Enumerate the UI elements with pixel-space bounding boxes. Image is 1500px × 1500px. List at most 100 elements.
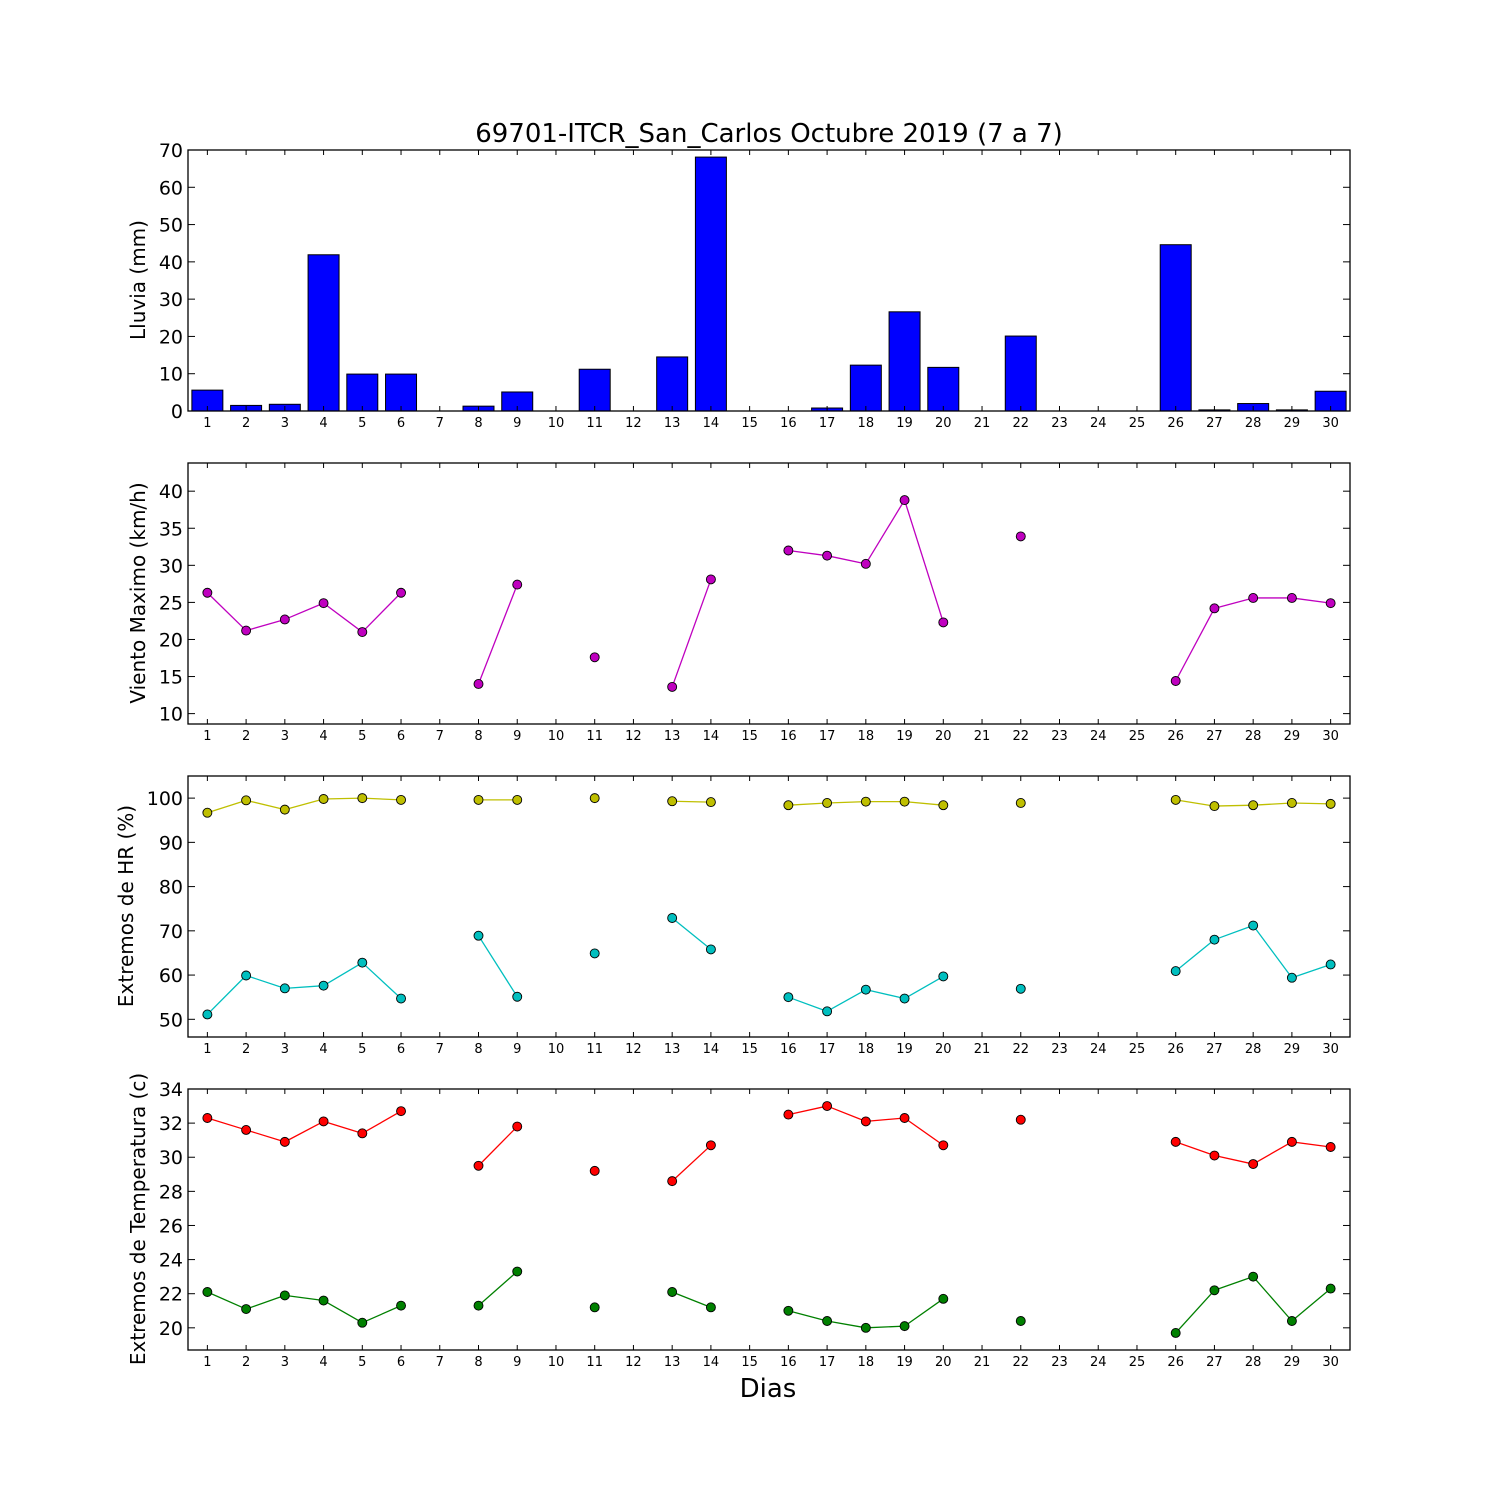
hr-max-point xyxy=(1286,798,1297,808)
hr-min-line-segment xyxy=(671,917,712,950)
x-tick-label: 20 xyxy=(935,729,952,744)
hr-min-point xyxy=(1325,959,1336,970)
y-tick-label: 34 xyxy=(159,1079,183,1101)
hr-min-point xyxy=(1209,934,1220,945)
hr-min-point xyxy=(512,991,523,1002)
hr-max-point xyxy=(1209,801,1220,812)
rain-bar xyxy=(927,366,960,412)
rain-bar xyxy=(578,368,611,412)
hr-max-point xyxy=(860,796,871,807)
plot-frame xyxy=(187,775,1351,1038)
temp-min-point xyxy=(783,1305,794,1316)
y-tick-label: 35 xyxy=(159,518,183,540)
x-tick-label: 9 xyxy=(513,416,521,431)
x-tick-label: 21 xyxy=(974,1042,991,1057)
hr-max-point xyxy=(667,796,678,807)
temp-min-point xyxy=(318,1295,329,1306)
hr-min-point xyxy=(822,1006,833,1017)
figure-title: 69701-ITCR_San_Carlos Octubre 2019 (7 a … xyxy=(475,119,1063,149)
x-tick-label: 25 xyxy=(1129,416,1146,431)
temp-max-point xyxy=(783,1109,794,1120)
wind-max-line-segment xyxy=(826,555,866,565)
wind-max-line-segment xyxy=(788,549,828,557)
y-tick-label: 32 xyxy=(159,1113,183,1135)
temp-max-point xyxy=(1209,1150,1220,1161)
temp-max-line-segment xyxy=(826,1105,867,1123)
x-tick-label: 28 xyxy=(1245,1042,1262,1057)
hr-max-line-segment xyxy=(362,797,402,801)
x-tick-label: 13 xyxy=(664,416,681,431)
x-tick-label: 26 xyxy=(1167,416,1184,431)
x-tick-label: 7 xyxy=(436,416,444,431)
temp-max-point xyxy=(1170,1136,1181,1147)
hr-max-point xyxy=(1015,798,1026,808)
x-tick-label: 11 xyxy=(586,416,603,431)
y-tick-label: 20 xyxy=(159,326,183,348)
x-tick-label: 4 xyxy=(319,1355,327,1370)
temp-max-point xyxy=(667,1176,678,1187)
temp-max-point xyxy=(241,1124,252,1135)
x-tick-label: 3 xyxy=(281,729,289,744)
x-tick-label: 21 xyxy=(974,416,991,431)
temp-min-point xyxy=(1286,1316,1297,1326)
hr-max-line-segment xyxy=(672,800,711,803)
x-tick-label: 22 xyxy=(1012,1042,1029,1057)
temp-max-line-segment xyxy=(1252,1141,1293,1165)
hr-max-point xyxy=(938,800,949,811)
x-tick-label: 17 xyxy=(819,416,836,431)
x-tick-label: 6 xyxy=(397,416,405,431)
x-tick-label: 9 xyxy=(513,1355,521,1370)
x-tick-label: 19 xyxy=(896,1355,913,1370)
x-tick-label: 7 xyxy=(436,729,444,744)
x-tick-label: 16 xyxy=(780,1042,797,1057)
temp-min-line-segment xyxy=(245,1294,286,1310)
x-tick-label: 17 xyxy=(819,1355,836,1370)
rain-y-axis-label: Lluvia (mm) xyxy=(126,220,150,340)
hr-min-line-segment xyxy=(206,975,247,1015)
wind-max-line-segment xyxy=(903,499,944,623)
hr-min-line-segment xyxy=(1291,963,1331,979)
temp-min-line-segment xyxy=(207,1291,247,1310)
x-tick-label: 30 xyxy=(1322,729,1339,744)
wind-max-line-segment xyxy=(1214,597,1254,609)
wind-max-point xyxy=(279,614,290,625)
temp-min-line-segment xyxy=(826,1320,866,1329)
x-tick-label: 10 xyxy=(548,1355,565,1370)
temp-max-point xyxy=(202,1113,213,1123)
hr-max-point xyxy=(783,800,794,811)
temp-min-line-segment xyxy=(323,1299,363,1324)
x-tick-label: 5 xyxy=(358,729,366,744)
temp-min-line-segment xyxy=(1252,1276,1293,1322)
hr-min-point xyxy=(357,957,368,968)
wind-max-point xyxy=(1248,592,1259,603)
y-tick-label: 100 xyxy=(147,788,183,810)
hr-min-line-segment xyxy=(361,962,402,999)
x-tick-label: 22 xyxy=(1012,729,1029,744)
x-tick-label: 13 xyxy=(664,729,681,744)
hr-max-point xyxy=(589,793,600,804)
temp-min-point xyxy=(512,1266,523,1277)
wind-max-point xyxy=(1286,592,1297,603)
hr-max-point xyxy=(1325,798,1336,809)
plot-frame xyxy=(187,1088,1351,1351)
x-tick-label: 23 xyxy=(1051,1042,1068,1057)
y-tick-label: 70 xyxy=(159,140,183,162)
hr-max-line-segment xyxy=(1214,804,1254,807)
hr-min-line-segment xyxy=(1175,939,1215,972)
y-tick-label: 60 xyxy=(159,965,183,987)
x-tick-label: 15 xyxy=(741,416,758,431)
x-tick-label: 14 xyxy=(703,1355,720,1370)
x-tick-label: 11 xyxy=(586,729,603,744)
rain-bar xyxy=(385,373,418,412)
temp-min-point xyxy=(1209,1285,1220,1296)
wind-max-point xyxy=(241,625,252,636)
x-tick-label: 8 xyxy=(474,729,482,744)
hr-min-line-segment xyxy=(1252,925,1293,979)
x-tick-label: 23 xyxy=(1051,416,1068,431)
wind-max-point xyxy=(783,545,794,556)
hr-min-line-segment xyxy=(904,975,944,1000)
wind-max-line-segment xyxy=(1291,597,1331,604)
y-tick-label: 20 xyxy=(159,1318,183,1340)
